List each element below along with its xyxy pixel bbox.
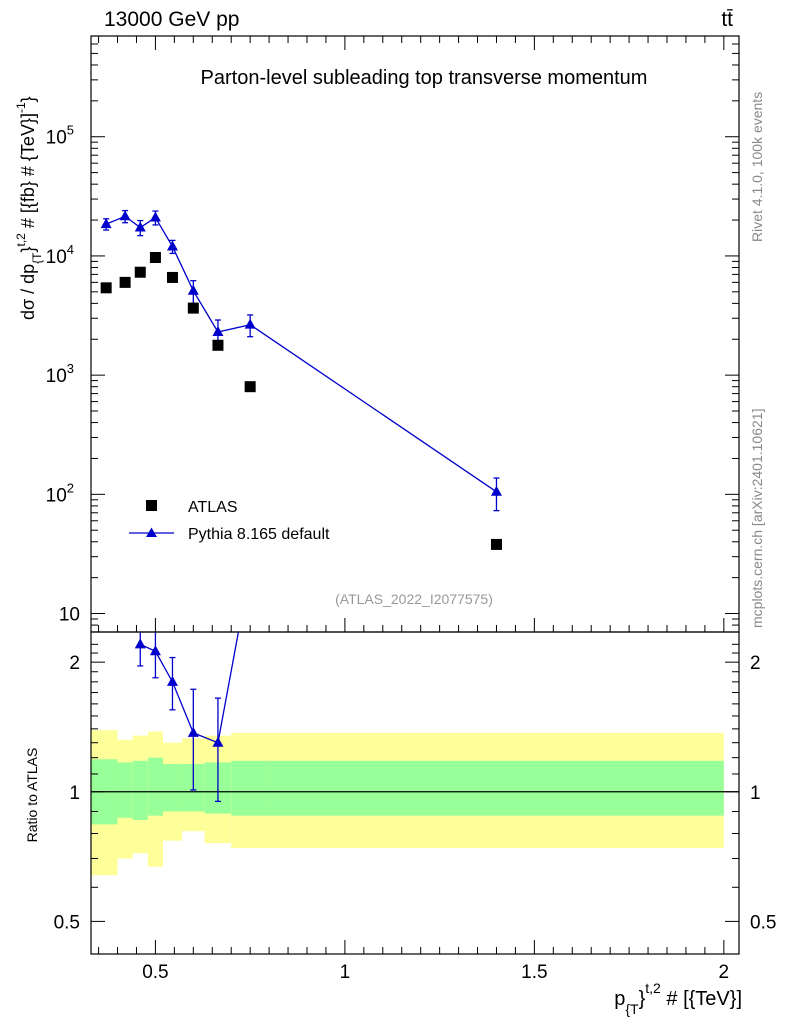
ratio-mc-point — [187, 726, 199, 737]
legend-atlas-marker — [146, 500, 157, 511]
atlas-point — [149, 252, 161, 264]
ratio-mc-point — [245, 563, 256, 573]
y-tick-label: 103 — [46, 361, 74, 387]
legend-atlas-label: ATLAS — [188, 499, 238, 516]
x-tick-label: 2 — [719, 962, 730, 983]
atlas-point — [212, 339, 224, 351]
ratio-mc-line — [139, 632, 240, 744]
ratio-mc-point — [149, 645, 161, 656]
x-axis-label: p{T}t,2 # [{TeV}] — [614, 980, 742, 1017]
atlas-point — [166, 271, 178, 283]
y-tick-label: 104 — [46, 242, 74, 268]
mc-point — [212, 326, 224, 337]
ratio-frame — [90, 631, 740, 955]
mc-point — [119, 210, 131, 221]
atlas-point — [490, 538, 502, 550]
band-inner-bin — [132, 760, 148, 820]
y-tick-label: 10 — [59, 605, 80, 626]
ratio-panel: 0.5 0.5 1 1 2 2 0.5 1 1.5 2 — [54, 563, 776, 983]
ratio-tick-label-right: 0.5 — [750, 912, 776, 933]
mcplots-watermark: mcplots.cern.ch [arXiv:2401.10621] — [749, 409, 765, 628]
chart-title: Parton-level subleading top transverse m… — [201, 67, 648, 89]
mc-point — [166, 240, 178, 251]
mc-line — [105, 215, 497, 493]
legend-mc-marker — [146, 527, 157, 537]
y-tick-label: 102 — [46, 480, 74, 506]
y-tick-label: 105 — [46, 123, 74, 149]
band-inner-bin — [231, 760, 270, 816]
mc-point — [100, 218, 112, 229]
ratio-tick-label-right: 1 — [750, 783, 761, 804]
ratio-y-axis-label: Ratio to ATLAS — [24, 748, 40, 843]
main-panel: 10 102 103 104 105 Parton-level subleading t… — [46, 35, 740, 633]
band-inner-bin — [269, 760, 724, 816]
mc-point — [244, 318, 256, 329]
band-inner-bin — [117, 762, 133, 818]
ratio-mc-point — [212, 736, 224, 747]
mc-point — [149, 211, 161, 222]
atlas-point — [100, 282, 112, 294]
main-y-axis-label: dσ / dp{T}t,2 # [{fb} # {TeV}]-1} — [14, 96, 44, 320]
x-tick-label: 1.5 — [521, 962, 547, 983]
band-inner-bin — [147, 757, 163, 816]
band-inner-bin — [163, 764, 182, 812]
mc-point — [134, 221, 146, 232]
mc-point — [187, 284, 199, 295]
energy-label: 13000 GeV pp — [104, 8, 239, 31]
mc-point — [490, 485, 502, 496]
process-label: tt̄ — [721, 8, 733, 31]
legend-mc-label: Pythia 8.165 default — [188, 526, 330, 543]
x-tick-label: 0.5 — [142, 962, 168, 983]
ratio-mc-point — [134, 638, 146, 649]
ratio-tick-label-left: 2 — [69, 653, 80, 674]
ratio-mc-point — [166, 675, 178, 686]
ratio-tick-label-left: 1 — [69, 783, 80, 804]
atlas-point — [244, 381, 256, 393]
atlas-point — [187, 302, 199, 314]
ratio-tick-label-right: 2 — [750, 653, 761, 674]
ratio-tick-label-left: 0.5 — [54, 912, 80, 933]
rivet-watermark: Rivet 4.1.0, 100k events — [749, 92, 765, 242]
atlas-point — [119, 276, 131, 288]
analysis-id: (ATLAS_2022_I2077575) — [335, 591, 493, 607]
atlas-point — [134, 266, 146, 278]
legend: ATLAS Pythia 8.165 default — [129, 499, 330, 543]
x-tick-label: 1 — [340, 962, 351, 983]
